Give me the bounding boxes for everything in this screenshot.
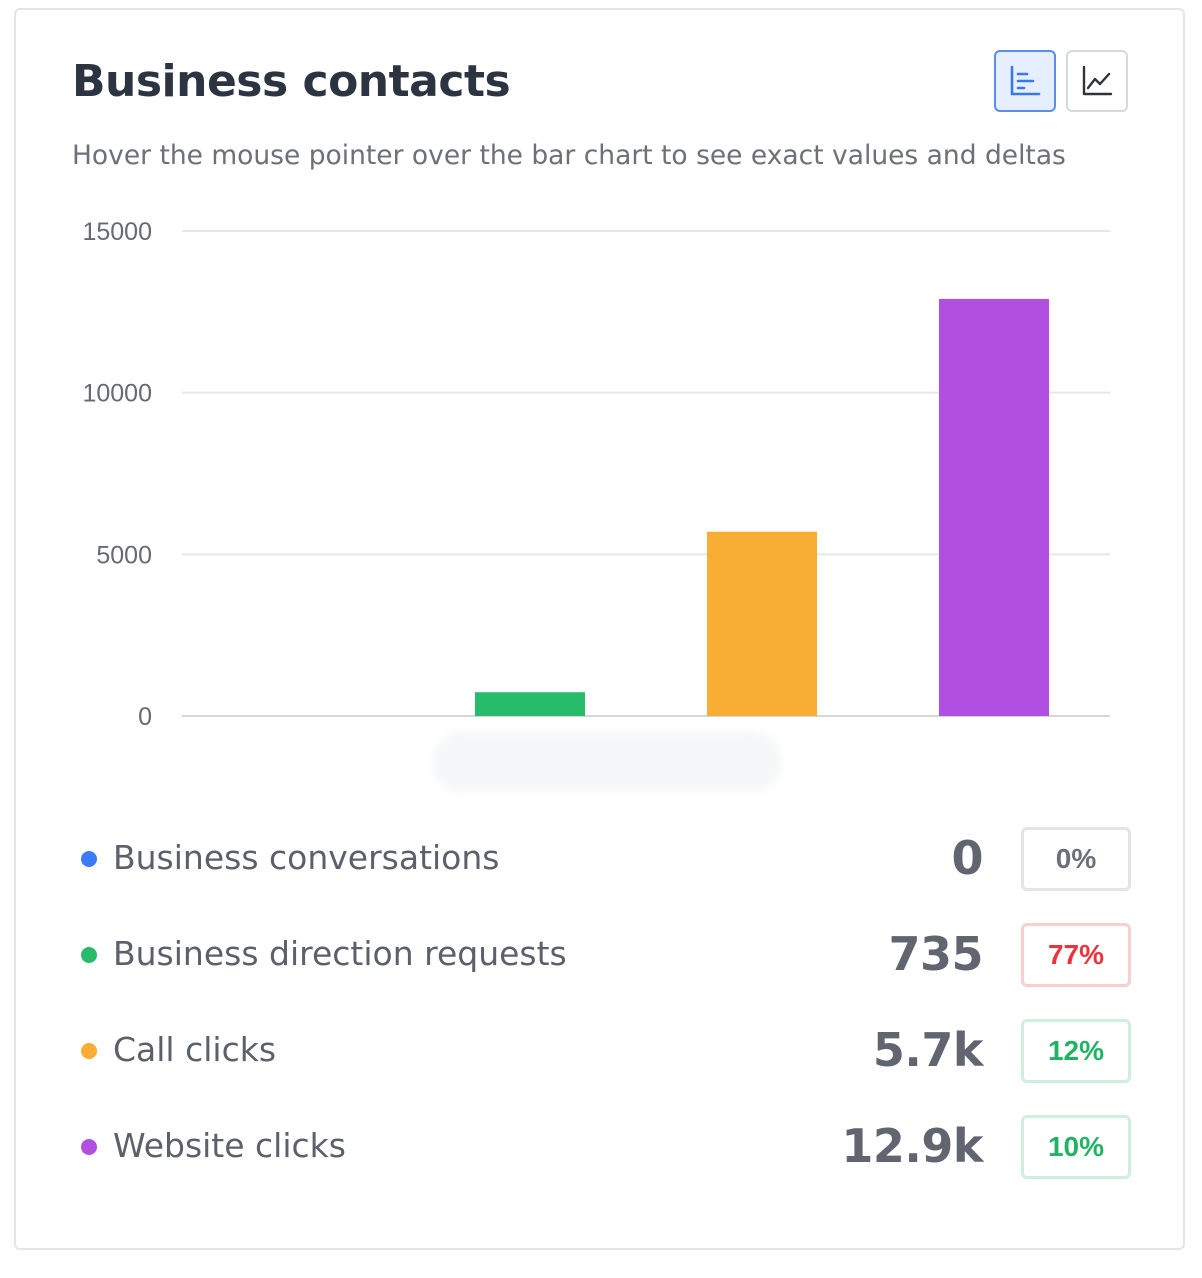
legend-row[interactable]: Call clicks 5.7k 12%: [16, 1019, 1183, 1083]
bar-chart[interactable]: 15000 10000 5000 0: [16, 10, 1187, 800]
legend-value: 735: [888, 927, 983, 981]
y-tick-label: 5000: [96, 541, 152, 569]
legend-label: Business conversations: [113, 838, 500, 877]
y-tick-label: 15000: [82, 218, 152, 246]
legend-value: 0: [951, 831, 983, 885]
legend-dot-icon: [81, 1043, 97, 1059]
x-axis-blurred-label: [432, 732, 782, 792]
legend-label: Website clicks: [113, 1126, 346, 1165]
line-chart-icon: [1082, 65, 1113, 96]
legend-row[interactable]: Business direction requests 735 77%: [16, 923, 1183, 987]
card-subtitle: Hover the mouse pointer over the bar cha…: [72, 140, 1066, 171]
legend-dot-icon: [81, 1139, 97, 1155]
line-chart-toggle-button[interactable]: [1066, 50, 1128, 112]
bar-chart-toggle-button[interactable]: [994, 50, 1056, 112]
legend-value: 12.9k: [841, 1119, 983, 1173]
legend-row[interactable]: Business conversations 0 0%: [16, 827, 1183, 891]
legend-label: Business direction requests: [113, 934, 567, 973]
card-title: Business contacts: [72, 56, 511, 107]
delta-badge: 0%: [1021, 827, 1131, 891]
legend-dot-icon: [81, 851, 97, 867]
bar-chart-icon: [1010, 65, 1041, 96]
legend-value: 5.7k: [872, 1023, 984, 1077]
delta-badge: 10%: [1021, 1115, 1131, 1179]
bar-website-clicks[interactable]: [939, 298, 1049, 716]
bar-call-clicks[interactable]: [707, 531, 817, 716]
delta-badge: 77%: [1021, 923, 1131, 987]
y-tick-label: 10000: [82, 380, 152, 408]
delta-badge: 12%: [1021, 1019, 1131, 1083]
y-tick-label: 0: [138, 703, 152, 731]
legend-row[interactable]: Website clicks 12.9k 10%: [16, 1115, 1183, 1179]
bar-business-direction-requests[interactable]: [475, 692, 585, 716]
legend-dot-icon: [81, 947, 97, 963]
business-contacts-card: Business contacts Hover the mouse pointe…: [14, 8, 1185, 1250]
chart-legend: Business conversations 0 0% Business direct…: [16, 10, 1183, 1248]
legend-label: Call clicks: [113, 1030, 277, 1069]
